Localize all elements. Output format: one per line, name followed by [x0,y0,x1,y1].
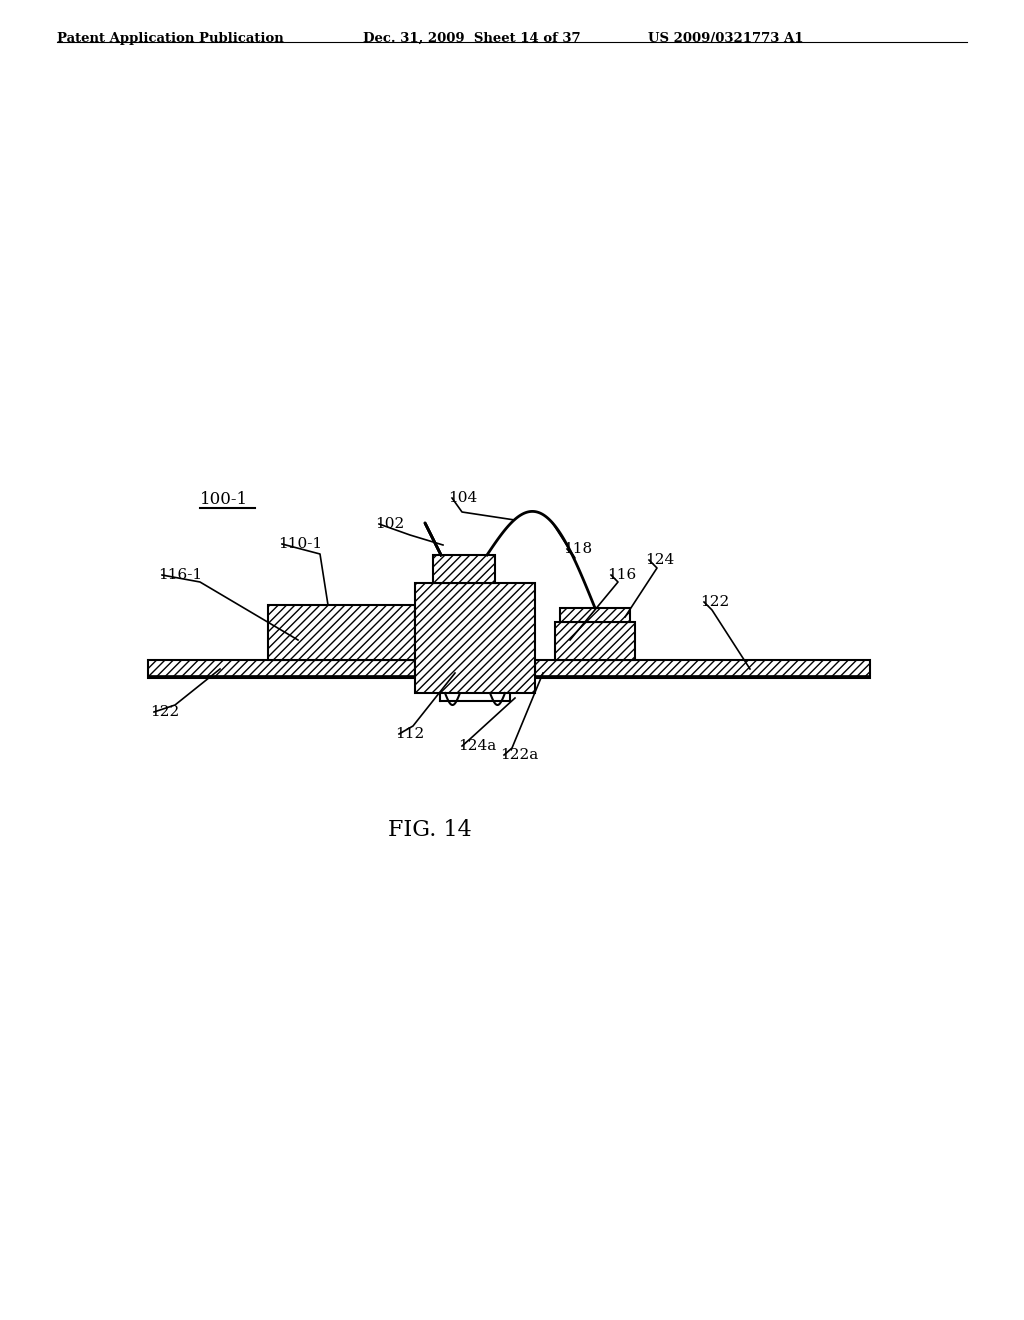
Text: Patent Application Publication: Patent Application Publication [57,32,284,45]
Text: 116-1: 116-1 [158,568,202,582]
Bar [560,609,630,622]
Text: 124a: 124a [458,739,497,752]
Bar [555,622,635,660]
Text: 116: 116 [607,568,636,582]
Text: 122: 122 [700,595,729,609]
Bar [535,675,870,678]
Text: 112: 112 [395,727,424,741]
Text: 104: 104 [449,491,477,506]
Bar [433,554,495,583]
Text: 122: 122 [150,705,179,719]
Text: FIG. 14: FIG. 14 [388,818,472,841]
Text: 122a: 122a [500,748,539,762]
Text: Dec. 31, 2009  Sheet 14 of 37: Dec. 31, 2009 Sheet 14 of 37 [362,32,581,45]
Text: 110-1: 110-1 [278,537,323,550]
Text: US 2009/0321773 A1: US 2009/0321773 A1 [648,32,804,45]
Bar [268,605,415,660]
Text: 124: 124 [645,553,674,568]
Text: 102: 102 [375,517,404,531]
Bar [148,675,415,678]
Bar [148,660,415,678]
Bar [535,660,870,678]
Text: 100-1: 100-1 [200,491,248,508]
Text: 118: 118 [563,543,592,556]
Bar [415,583,535,693]
